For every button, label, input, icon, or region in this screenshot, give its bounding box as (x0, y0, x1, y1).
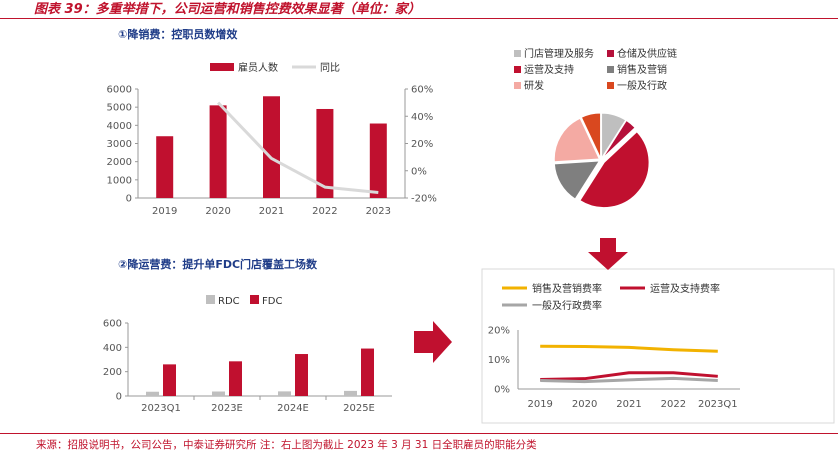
x-tick-label: 2022 (312, 206, 337, 217)
y-tick-label: 4000 (107, 121, 132, 132)
line-yoy (217, 101, 379, 195)
legend-swatch (607, 66, 614, 73)
bar-employees (316, 108, 334, 198)
pie-slice (601, 119, 636, 159)
legend-label: 一般及行政 (617, 79, 667, 92)
legend-label: 销售及营销费率 (532, 282, 602, 295)
x-tick-label: 2020 (205, 206, 230, 217)
legend-swatch-employees (210, 63, 234, 71)
line-series (540, 371, 718, 382)
legend-label: 运营及支持 (524, 63, 574, 76)
pie-slice (553, 160, 601, 200)
y-tick-label: 20% (488, 326, 510, 337)
legend-label-yoy: 同比 (320, 62, 340, 74)
legend-label-employees: 雇员人数 (238, 61, 278, 74)
x-tick-label: 2019 (527, 399, 552, 410)
y-tick-label: 6000 (107, 85, 132, 96)
title-bar: 图表 39：多重举措下，公司运营和销售控费效果显著（单位：家） (0, 0, 838, 19)
y-tick-label: 1000 (107, 175, 132, 186)
bar-fdc (295, 354, 308, 396)
x-tick-label: 2023E (211, 403, 243, 414)
legend-label: 销售及营销 (617, 63, 667, 76)
y-tick-label: 3000 (107, 139, 132, 150)
y-tick-label: 0 (126, 194, 132, 205)
bar-rdc (212, 391, 225, 396)
bar-employees (369, 123, 387, 198)
x-tick-label: 2021 (616, 399, 641, 410)
x-tick-label: 2025E (343, 403, 375, 414)
y2-tick-label: -20% (411, 194, 437, 205)
y-tick-label: 600 (103, 319, 122, 330)
y2-tick-label: 40% (411, 112, 433, 123)
bar-fdc (229, 361, 242, 396)
legend-swatch (514, 82, 521, 89)
pie-slice (601, 112, 627, 160)
x-tick-label: 2021 (259, 206, 284, 217)
legend-label: 一般及行政费率 (532, 299, 602, 312)
legend-label: 研发 (524, 79, 544, 92)
bar-employees (209, 105, 227, 198)
y-tick-label: 5000 (107, 103, 132, 114)
legend-swatch-rdc (206, 295, 215, 304)
y-tick-label: 400 (103, 343, 122, 354)
right-arrow-icon (414, 321, 452, 363)
section1-title: ①降销费：控职员数增效 (118, 28, 238, 41)
y2-tick-label: 60% (411, 85, 433, 96)
bar-employees (263, 96, 280, 198)
rate-chart-frame (481, 268, 835, 424)
line-series (540, 344, 718, 353)
legend-label-fdc: FDC (262, 296, 282, 307)
y2-tick-label: 20% (411, 139, 433, 150)
bar-fdc (361, 348, 374, 396)
footer-note: 来源：招股说明书，公司公告，中泰证券研究所 注：右上图为截止 2023 年 3 … (0, 433, 838, 452)
bar-employees (156, 136, 174, 198)
x-tick-label: 2023Q1 (698, 399, 738, 410)
bar-rdc (278, 391, 291, 396)
down-arrow-icon (588, 238, 628, 270)
bar-fdc (163, 364, 176, 396)
y-tick-label: 0% (494, 385, 510, 396)
section2-title: ②降运营费：提升单FDC门店覆盖工场数 (118, 258, 318, 271)
x-tick-label: 2023Q1 (141, 403, 181, 414)
y-tick-label: 200 (103, 367, 122, 378)
pie-slice (579, 131, 650, 209)
legend-label-rdc: RDC (218, 296, 240, 307)
legend-label: 运营及支持费率 (650, 282, 720, 295)
page-title: 图表 39：多重举措下，公司运营和销售控费效果显著（单位：家） (34, 2, 421, 17)
y-tick-label: 2000 (107, 157, 132, 168)
legend-swatch (607, 82, 614, 89)
pie-slice (580, 112, 602, 159)
legend-label: 仓储及供应链 (617, 47, 677, 60)
y2-tick-label: 0% (411, 166, 427, 177)
y-tick-label: 0 (116, 392, 122, 403)
pie-slice (553, 117, 601, 163)
bar-rdc (344, 390, 357, 396)
x-tick-label: 2019 (152, 206, 177, 217)
legend-swatch (514, 66, 521, 73)
bar-rdc (146, 391, 159, 396)
x-tick-label: 2020 (572, 399, 597, 410)
legend-swatch-fdc (250, 295, 259, 304)
x-tick-label: 2022 (661, 399, 686, 410)
y-tick-label: 10% (488, 355, 510, 366)
x-tick-label: 2023 (366, 206, 391, 217)
line-series (540, 376, 718, 384)
legend-swatch (607, 50, 614, 57)
legend-label: 门店管理及服务 (524, 47, 594, 60)
x-tick-label: 2024E (277, 403, 309, 414)
legend-swatch (514, 50, 521, 57)
